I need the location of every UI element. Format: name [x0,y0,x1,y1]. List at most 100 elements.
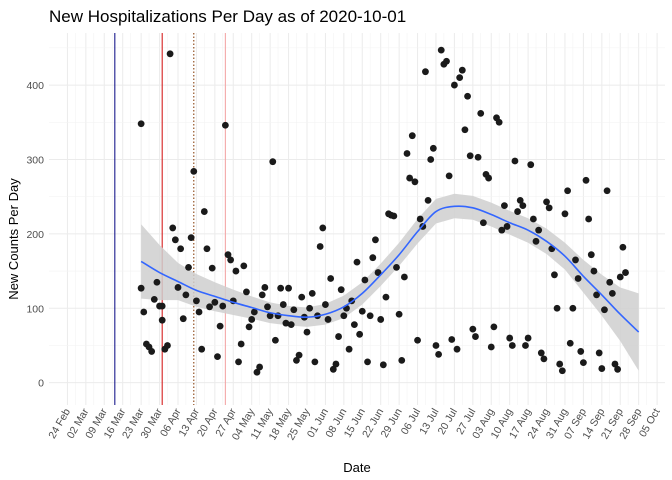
data-point [179,315,187,323]
data-point [311,358,319,366]
data-point [532,237,540,245]
data-point [490,323,498,331]
data-point [190,167,198,175]
data-point [558,367,566,375]
data-point [516,197,524,204]
data-point [464,92,471,100]
data-point [408,132,416,140]
trend-curve [140,205,640,333]
data-point [377,316,385,323]
data-point [485,174,493,182]
data-point [221,121,229,129]
data-point [477,109,485,117]
data-point [198,345,206,353]
y-axis-ticks: 0 100 200 300 400 [26,80,44,390]
data-point [577,348,585,355]
data-point [248,316,256,323]
data-point [535,226,543,234]
data-point [264,303,271,311]
data-point [608,290,616,297]
data-point [593,291,600,299]
data-point [458,66,466,74]
data-point [240,262,248,270]
data-point [282,319,290,327]
data-point [366,312,374,320]
data-point [166,50,174,58]
data-point [193,297,200,305]
data-point [258,291,266,299]
data-point [398,356,406,364]
data-point [400,273,408,281]
data-point [287,321,295,329]
data-point [566,339,574,347]
data-point [393,263,400,271]
data-point [495,118,503,126]
data-point [606,278,614,286]
data-point [227,256,235,264]
data-point [382,293,390,301]
data-point [358,307,366,315]
data-point [522,342,529,349]
data-point [290,306,298,314]
data-point [372,236,379,244]
data-point [350,321,358,329]
data-point [216,322,224,330]
data-point [324,316,332,323]
data-point [237,340,245,348]
data-point [514,208,521,215]
data-point [319,224,327,232]
y-axis-title: New Counts Per Day [6,178,21,300]
data-point [429,144,437,152]
data-point [561,210,569,218]
data-point [498,226,506,234]
data-point [453,345,461,353]
data-point [153,278,161,286]
data-point [374,269,382,276]
data-point [182,291,190,299]
data-point [140,308,148,316]
data-point [595,349,603,357]
data-point [416,215,424,223]
data-point [511,157,519,165]
data-point [369,254,377,262]
data-point [474,153,482,161]
data-point [174,284,182,291]
data-point [443,57,450,65]
x-axis-title: Date [343,460,370,475]
data-point [277,284,285,292]
data-point [545,204,553,212]
data-point [219,302,227,310]
data-point [137,284,145,292]
data-point [529,215,537,223]
data-point [466,152,474,160]
data-point [235,358,242,366]
data-point [177,245,185,253]
data-point [271,336,279,344]
y-tick-label: 100 [26,303,44,315]
data-point [148,348,156,355]
data-point [572,256,579,264]
data-point [395,310,403,318]
data-point [424,197,432,204]
data-point [187,234,195,242]
y-tick-label: 200 [26,229,44,241]
data-point [279,301,287,308]
data-points [137,46,629,376]
data-point [445,172,453,180]
data-point [164,342,171,349]
data-point [295,351,303,359]
data-point [361,276,369,284]
data-point [506,334,514,342]
data-point [519,202,527,210]
data-point [451,81,458,89]
data-point [158,302,166,310]
data-point [614,365,622,373]
data-point [551,271,558,279]
data-point [579,359,587,366]
data-point [527,161,535,169]
data-point [195,308,203,316]
data-point [203,245,211,253]
data-point [414,336,421,344]
data-point [293,356,300,364]
data-point [316,243,324,250]
